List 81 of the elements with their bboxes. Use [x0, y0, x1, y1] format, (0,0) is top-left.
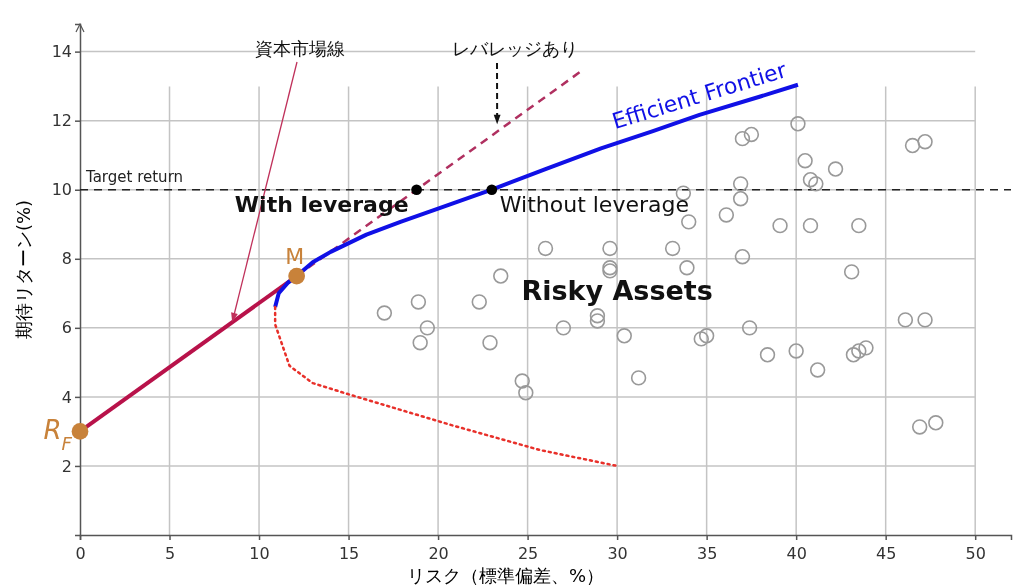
point: [802, 172, 819, 188]
point: [802, 217, 819, 234]
point: [772, 217, 788, 234]
point: [788, 343, 804, 359]
point: [419, 320, 436, 336]
point: [734, 249, 751, 265]
point: [71, 423, 89, 440]
x-tick-label: 20: [428, 544, 449, 563]
point: [897, 312, 914, 328]
line-series: [273, 305, 619, 468]
x-tick-label: 40: [786, 544, 807, 563]
point: [809, 362, 826, 378]
x-tick-label: 15: [338, 544, 360, 563]
point: [412, 334, 428, 351]
point: [858, 340, 874, 356]
point: [679, 260, 695, 276]
point: [741, 320, 758, 336]
series-label: R$_{F}$: [43, 415, 73, 454]
y-tick-label: 4: [61, 387, 72, 407]
point: [602, 240, 618, 257]
point: [589, 308, 606, 324]
y-tick-label: 10: [51, 180, 72, 200]
point: [493, 268, 509, 284]
annotation: レバレッジあり: [452, 38, 578, 59]
x-tick-label: 25: [517, 544, 539, 563]
point: [759, 347, 776, 363]
y-tick-label: 6: [61, 318, 72, 338]
x-tick-label: 45: [875, 544, 897, 563]
annotation: Without leverage: [499, 191, 689, 217]
series-label: M: [285, 244, 305, 270]
x-axis-title: リスク（標準偏差、%）: [406, 565, 605, 586]
point: [743, 126, 760, 143]
point: [616, 328, 632, 344]
point: [555, 320, 572, 336]
point: [693, 331, 709, 347]
point: [843, 264, 860, 280]
point: [518, 385, 534, 401]
point: [790, 116, 806, 132]
x-tick-label: 0: [75, 544, 86, 563]
point: [732, 191, 749, 207]
point: [718, 207, 735, 223]
point: [471, 294, 487, 310]
point: [698, 328, 715, 344]
point: [664, 240, 681, 257]
x-tick-label: 50: [965, 544, 986, 563]
point: [797, 153, 813, 169]
x-tick-label: 30: [607, 544, 628, 563]
annotation: Risky Assets: [521, 275, 713, 307]
y-tick-label: 12: [51, 111, 72, 131]
point: [851, 217, 867, 234]
ref-line-label: Target return: [85, 167, 184, 186]
point: [845, 347, 862, 363]
point: [486, 184, 498, 196]
x-tick-label: 5: [164, 544, 176, 563]
x-tick-label: 10: [249, 544, 270, 563]
point: [537, 240, 554, 257]
point: [911, 419, 928, 435]
point: [851, 343, 867, 359]
point: [288, 267, 305, 285]
point: [589, 313, 606, 329]
point: [732, 176, 749, 192]
y-axis-title: 期待リターン(%): [13, 199, 34, 340]
point: [928, 415, 944, 431]
point: [917, 134, 933, 150]
point: [917, 312, 933, 328]
point: [808, 176, 824, 192]
y-tick-label: 8: [61, 249, 72, 269]
annotation: 資本市場線: [255, 38, 345, 59]
y-tick-label: 14: [51, 42, 72, 62]
point: [681, 214, 697, 230]
point: [630, 370, 647, 386]
point: [514, 373, 530, 389]
point: [376, 305, 393, 321]
point: [411, 184, 422, 196]
x-tick-label: 35: [696, 544, 718, 563]
point: [827, 161, 844, 177]
point: [410, 294, 427, 310]
point: [904, 137, 921, 154]
point: [482, 334, 498, 351]
point: [734, 130, 751, 147]
y-tick-label: 2: [61, 456, 72, 476]
